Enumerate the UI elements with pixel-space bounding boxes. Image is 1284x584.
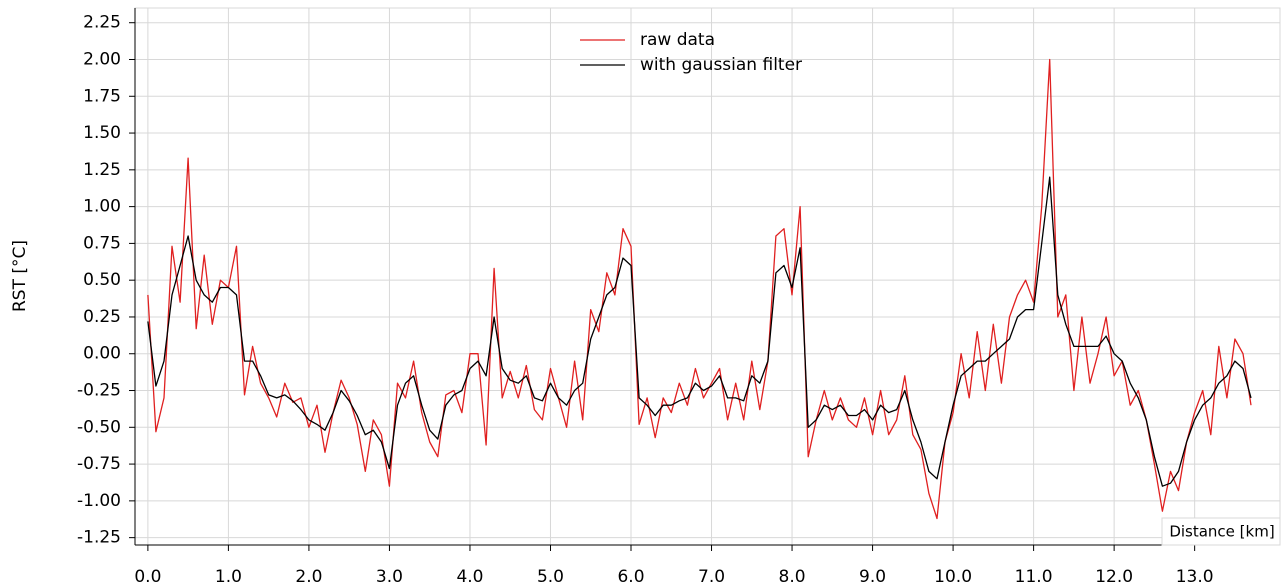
y-tick-label: 2.00 [83, 49, 121, 69]
x-tick-label: 2.0 [295, 567, 322, 584]
x-tick-label: 13.0 [1176, 567, 1214, 584]
y-tick-label: -1.00 [77, 491, 121, 511]
y-tick-label: -0.75 [77, 454, 121, 474]
x-tick-label: 0.0 [134, 567, 161, 584]
plot-area [134, 7, 1281, 546]
x-tick-label: 12.0 [1095, 567, 1133, 584]
legend-label: raw data [640, 30, 715, 50]
y-tick-label: 1.75 [83, 86, 121, 106]
x-axis-label: Distance [km] [1169, 523, 1274, 541]
y-tick-label: -0.25 [77, 381, 121, 401]
x-tick-label: 7.0 [698, 567, 725, 584]
y-tick-label: 2.25 [83, 13, 121, 33]
x-tick-label: 8.0 [779, 567, 806, 584]
x-tick-label: 1.0 [215, 567, 242, 584]
y-tick-label: 0.75 [83, 233, 121, 253]
y-tick-label: 0.50 [83, 270, 121, 290]
x-label-box [1161, 517, 1281, 546]
x-tick-label: 3.0 [376, 567, 403, 584]
data-line [147, 176, 1252, 487]
data-line [147, 58, 1252, 520]
y-axis-label: RST [°C] [10, 240, 30, 312]
y-tick-label: -0.50 [77, 417, 121, 437]
x-tick-label: 10.0 [934, 567, 972, 584]
x-tick-label: 6.0 [617, 567, 644, 584]
x-tick-label: 11.0 [1015, 567, 1053, 584]
y-tick-label: 1.50 [83, 123, 121, 143]
y-tick-label: 0.00 [83, 344, 121, 364]
y-tick-label: 1.00 [83, 197, 121, 217]
legend-label: with gaussian filter [640, 55, 802, 75]
x-tick-label: 5.0 [537, 567, 564, 584]
x-tick-label: 4.0 [456, 567, 483, 584]
y-tick-label: 1.25 [83, 160, 121, 180]
x-tick-label: 9.0 [859, 567, 886, 584]
y-tick-label: -1.25 [77, 528, 121, 548]
y-tick-label: 0.25 [83, 307, 121, 327]
